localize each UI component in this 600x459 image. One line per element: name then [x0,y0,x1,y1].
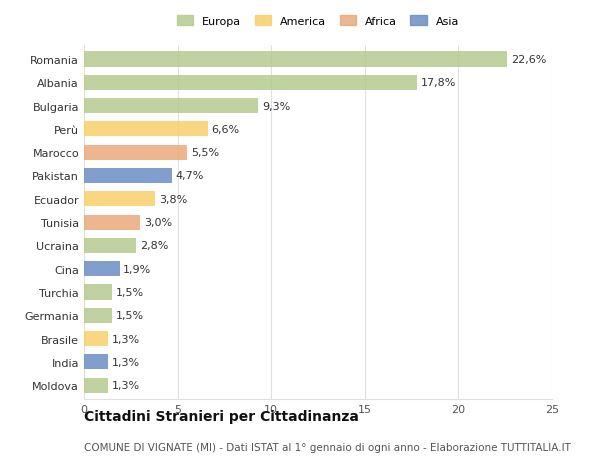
Bar [84,308,112,323]
Text: Cittadini Stranieri per Cittadinanza: Cittadini Stranieri per Cittadinanza [84,409,359,423]
Bar [84,168,172,184]
Legend: Europa, America, Africa, Asia: Europa, America, Africa, Asia [176,16,460,27]
Bar [84,238,136,253]
Text: 1,3%: 1,3% [112,334,140,344]
Text: 5,5%: 5,5% [191,148,219,158]
Text: 3,0%: 3,0% [144,218,172,228]
Text: 3,8%: 3,8% [159,194,187,204]
Text: COMUNE DI VIGNATE (MI) - Dati ISTAT al 1° gennaio di ogni anno - Elaborazione TU: COMUNE DI VIGNATE (MI) - Dati ISTAT al 1… [84,442,571,452]
Bar [84,192,155,207]
Bar [84,285,112,300]
Bar [84,122,208,137]
Bar [84,354,109,369]
Text: 4,7%: 4,7% [176,171,204,181]
Text: 1,3%: 1,3% [112,381,140,390]
Text: 2,8%: 2,8% [140,241,169,251]
Text: 1,3%: 1,3% [112,357,140,367]
Bar [84,215,140,230]
Text: 6,6%: 6,6% [211,124,239,134]
Text: 17,8%: 17,8% [421,78,457,88]
Bar [84,146,187,160]
Bar [84,99,258,114]
Text: 22,6%: 22,6% [511,55,546,65]
Bar [84,331,109,347]
Bar [84,262,119,277]
Text: 1,9%: 1,9% [124,264,152,274]
Bar [84,76,417,91]
Text: 9,3%: 9,3% [262,101,290,112]
Text: 1,5%: 1,5% [116,311,144,321]
Bar [84,52,507,67]
Bar [84,378,109,393]
Text: 1,5%: 1,5% [116,287,144,297]
